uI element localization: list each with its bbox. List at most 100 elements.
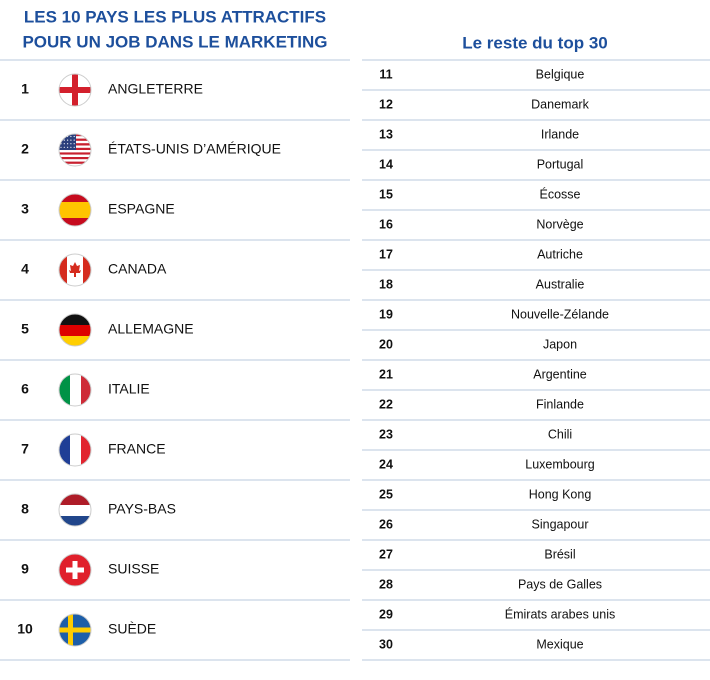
flag-part (67, 139, 69, 141)
rank: 3 (21, 201, 29, 217)
flag-fill (59, 194, 91, 226)
flag-ring (58, 73, 92, 107)
left-title: POUR UN JOB DANS LE MARKETING (22, 32, 327, 51)
country: Norvège (536, 217, 583, 231)
flag-part (59, 202, 91, 218)
rank: 20 (379, 337, 393, 351)
rank: 18 (379, 277, 393, 291)
flag (58, 253, 92, 287)
flag-part (67, 146, 69, 148)
flag-part (59, 434, 70, 466)
country: SUÈDE (108, 621, 156, 637)
flag-fill (59, 314, 91, 346)
country: Brésil (544, 547, 575, 561)
rank: 12 (379, 97, 393, 111)
flag-part (59, 627, 91, 633)
country: Argentine (533, 367, 587, 381)
flag-part (70, 374, 81, 406)
rank: 24 (379, 457, 393, 471)
country: Autriche (537, 247, 583, 261)
country: ALLEMAGNE (108, 321, 194, 337)
rank: 26 (379, 517, 393, 531)
flag-part (59, 314, 91, 325)
flag (58, 613, 92, 647)
country: Singapour (532, 517, 589, 531)
country: Écosse (540, 186, 581, 201)
country: SUISSE (108, 561, 159, 577)
rank: 1 (21, 81, 29, 97)
flag-ring (58, 373, 92, 407)
flag (58, 73, 92, 107)
flag-part (60, 139, 62, 141)
flag-ring (58, 193, 92, 227)
country: Irlande (541, 127, 579, 141)
flag-part (70, 143, 72, 145)
rank: 21 (379, 367, 393, 381)
flag (58, 493, 92, 527)
flag-part (73, 135, 75, 138)
country: Nouvelle-Zélande (511, 307, 609, 321)
flag-part (63, 143, 65, 145)
flag-part (59, 159, 91, 162)
rank: 8 (21, 501, 29, 517)
flag-part (59, 150, 91, 153)
country: Luxembourg (525, 457, 595, 471)
country: Chili (548, 427, 572, 441)
rank: 6 (21, 381, 29, 397)
flag (58, 193, 92, 227)
country: Australie (536, 277, 585, 291)
rank: 5 (21, 321, 29, 337)
flag-part (81, 434, 91, 466)
country: Japon (543, 337, 577, 351)
rank: 23 (379, 427, 393, 441)
flag-part (70, 434, 81, 466)
rank: 15 (379, 187, 393, 201)
country: ITALIE (108, 381, 150, 397)
rank: 11 (379, 67, 392, 81)
flag (58, 553, 92, 587)
rank: 19 (379, 307, 393, 321)
flag (58, 133, 92, 167)
flag-part (59, 87, 91, 93)
rank: 9 (21, 561, 29, 577)
flag-part (70, 146, 72, 148)
flag-part (59, 336, 91, 346)
flag-part (59, 163, 91, 166)
flag-part (73, 146, 75, 148)
flag-fill (59, 614, 91, 646)
flag-ring (58, 613, 92, 647)
rank: 17 (379, 247, 393, 261)
rank: 25 (379, 487, 393, 501)
flag-part (63, 146, 65, 148)
country: Émirats arabes unis (505, 606, 615, 621)
flag-part (70, 139, 72, 141)
flag-part (59, 374, 70, 406)
country: Pays de Galles (518, 577, 602, 591)
country: ANGLETERRE (108, 81, 203, 97)
flag-part (59, 161, 91, 164)
rank: 22 (379, 397, 393, 411)
flag-part (59, 157, 91, 160)
flag (58, 433, 92, 467)
flag-ring (58, 313, 92, 347)
flag-part (67, 143, 69, 145)
rank: 7 (21, 441, 29, 457)
right-title: Le reste du top 30 (462, 33, 607, 52)
country: Mexique (536, 637, 583, 651)
country: Belgique (536, 67, 585, 81)
flag-part (63, 139, 65, 141)
country: Danemark (531, 97, 589, 111)
country: ESPAGNE (108, 201, 175, 217)
flag-part (70, 135, 72, 138)
rank: 29 (379, 607, 393, 621)
flag-part (69, 262, 81, 277)
country: PAYS-BAS (108, 501, 176, 517)
flag-part (59, 254, 67, 286)
rank: 27 (379, 547, 393, 561)
flag-fill (59, 494, 91, 526)
flag-ring (58, 553, 92, 587)
rank: 30 (379, 637, 393, 651)
flag-ring (58, 133, 92, 167)
rank: 4 (21, 261, 29, 277)
